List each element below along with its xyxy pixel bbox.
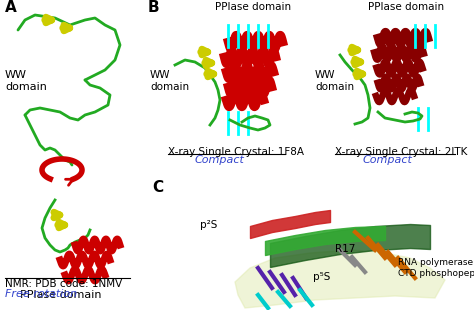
Text: X-ray Single Crystal: 2ITK: X-ray Single Crystal: 2ITK xyxy=(335,147,467,157)
Text: PPlase domain: PPlase domain xyxy=(215,2,291,12)
Text: WW
domain: WW domain xyxy=(150,70,189,92)
Text: B: B xyxy=(148,0,160,15)
Polygon shape xyxy=(235,250,445,308)
Text: Free rotation: Free rotation xyxy=(5,289,77,299)
Text: NMR: PDB code: 1NMV: NMR: PDB code: 1NMV xyxy=(5,279,122,289)
Text: PPlase domain: PPlase domain xyxy=(368,2,444,12)
Text: X-ray Single Crystal: 1F8A: X-ray Single Crystal: 1F8A xyxy=(168,147,304,157)
Text: A: A xyxy=(5,0,17,15)
Text: R17: R17 xyxy=(335,244,356,254)
Text: WW
domain: WW domain xyxy=(5,70,47,91)
Text: C: C xyxy=(152,180,163,195)
Text: p²S: p²S xyxy=(200,220,218,230)
Text: PPlase domain: PPlase domain xyxy=(20,290,101,300)
Text: RNA polymerase
CTD phosphopeptide: RNA polymerase CTD phosphopeptide xyxy=(398,258,474,278)
Text: WW
domain: WW domain xyxy=(315,70,354,92)
Text: p⁵S: p⁵S xyxy=(313,272,330,282)
Text: Compact: Compact xyxy=(363,155,413,165)
Text: Compact: Compact xyxy=(195,155,245,165)
